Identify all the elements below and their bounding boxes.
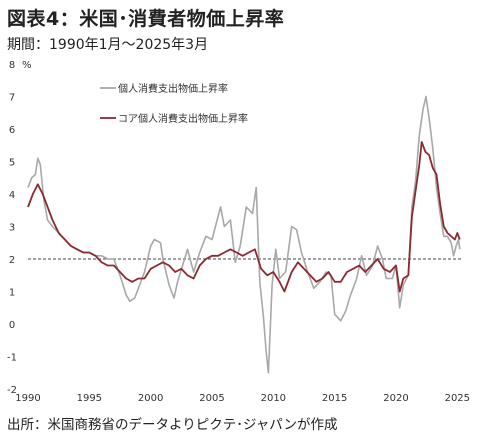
data-source: 出所：米国商務省のデータよりピクテ･ジャパンが作成 xyxy=(7,417,338,433)
chart-period: 期間：1990年1月～2025年3月 xyxy=(7,37,209,53)
y-tick-label: 0 xyxy=(9,320,15,331)
legend-label: 個人消費支出物価上昇率 xyxy=(118,82,228,95)
y-tick-label: 6 xyxy=(9,125,15,136)
x-tick-label: 2005 xyxy=(199,393,224,404)
x-tick-label: 2020 xyxy=(383,393,408,404)
x-tick-label: 2025 xyxy=(445,393,470,404)
y-tick-label: -2 xyxy=(7,385,17,396)
x-tick-label: 2000 xyxy=(138,393,163,404)
pce-series-line xyxy=(27,95,461,374)
core-pce-series-line xyxy=(27,141,461,293)
legend-label: コア個人消費支出物価上昇率 xyxy=(118,112,248,125)
x-tick-label: 2015 xyxy=(322,393,347,404)
y-tick-label: -1 xyxy=(7,353,17,364)
x-tick-label: 2010 xyxy=(261,393,286,404)
y-unit-label: % xyxy=(22,60,32,71)
x-tick-label: 1990 xyxy=(15,393,40,404)
y-tick-label: 7 xyxy=(9,93,15,104)
y-tick-label: 3 xyxy=(9,223,15,234)
y-tick-label: 8 xyxy=(9,60,15,71)
y-tick-label: 5 xyxy=(9,158,15,169)
x-tick-label: 1995 xyxy=(77,393,102,404)
chart-title: 図表4：米国･消費者物価上昇率 xyxy=(7,8,285,30)
y-tick-label: 4 xyxy=(9,190,15,201)
y-tick-label: 2 xyxy=(9,255,15,266)
y-tick-label: 1 xyxy=(9,288,15,299)
